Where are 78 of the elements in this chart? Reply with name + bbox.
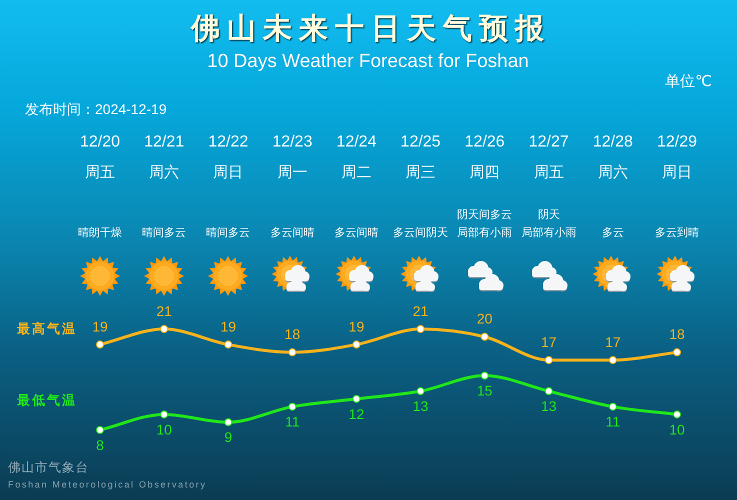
- point: [96, 340, 104, 349]
- data-label: 10: [156, 421, 172, 438]
- data-label: 19: [348, 318, 364, 334]
- text: 周四: [470, 164, 500, 182]
- text: 周五: [534, 164, 564, 182]
- point: [416, 387, 425, 396]
- point: [480, 372, 489, 380]
- x-tick-label: 12/27: [528, 133, 569, 150]
- text: 阴天局部有小雨: [521, 209, 576, 240]
- x-tick-label: 12/26: [464, 133, 505, 150]
- data-label: 20: [476, 310, 493, 327]
- point: [673, 410, 681, 418]
- text: 多云间晴: [270, 226, 314, 240]
- text: 周日: [213, 164, 244, 182]
- point: [224, 340, 232, 349]
- data-label: 13: [540, 398, 557, 414]
- chart-title: 佛山未来十日天气预报: [190, 13, 551, 45]
- point: [608, 402, 617, 411]
- point: [608, 356, 617, 364]
- text: 周五: [85, 164, 115, 182]
- text: 周三: [406, 164, 436, 182]
- data-label: 13: [412, 398, 429, 414]
- data-label: 9: [224, 429, 232, 446]
- text: 多云到晴: [655, 226, 699, 240]
- text: 多云: [602, 227, 624, 240]
- text: 周六: [149, 164, 180, 182]
- text: 晴间多云: [206, 226, 250, 240]
- x-tick-label: 12/21: [144, 133, 184, 150]
- x-tick-label: 12/29: [656, 133, 698, 150]
- point: [544, 356, 553, 364]
- text: 多云间晴: [334, 226, 378, 240]
- point: [544, 387, 553, 396]
- data-label: 18: [669, 326, 685, 342]
- text: 周二: [341, 164, 372, 182]
- data-label: 18: [284, 326, 300, 342]
- text: 最低气温: [16, 392, 77, 408]
- data-label: 17: [540, 334, 557, 350]
- point: [224, 418, 232, 426]
- data-label: 19: [92, 318, 108, 334]
- text: 佛山市气象台: [8, 460, 89, 474]
- point: [480, 332, 489, 341]
- point: [160, 410, 168, 418]
- data-label: 17: [605, 334, 621, 350]
- point: [352, 340, 360, 349]
- text: 发布时间：2024-12-19: [25, 100, 167, 117]
- text: 周六: [598, 164, 628, 182]
- data-label: 8: [96, 436, 104, 453]
- text: 晴间多云: [142, 226, 186, 240]
- data-label: 11: [606, 414, 620, 430]
- point: [673, 348, 681, 356]
- chart-subtitle: 10 Days Weather Forecast for Foshan: [207, 51, 529, 72]
- point: [288, 402, 296, 411]
- point: [96, 426, 104, 434]
- text: Foshan Meteorological Observatory: [8, 479, 207, 490]
- text: 周日: [662, 164, 692, 182]
- x-tick-label: 12/25: [400, 133, 441, 150]
- data-label: 12: [348, 406, 364, 422]
- x-tick-label: 12/23: [272, 133, 312, 150]
- data-label: 10: [669, 421, 685, 438]
- point: [160, 325, 168, 333]
- text: 阴天间多云局部有小雨: [457, 209, 512, 240]
- x-tick-label: 12/28: [592, 133, 634, 150]
- text: 晴朗干燥: [78, 226, 122, 240]
- data-label: 21: [412, 302, 429, 319]
- series-label: 最高气温: [16, 321, 77, 336]
- x-tick-label: 12/24: [336, 133, 377, 150]
- point: [288, 348, 296, 356]
- text: 单位℃: [665, 73, 712, 90]
- x-tick-label: 12/20: [80, 133, 120, 150]
- data-label: 19: [220, 318, 236, 334]
- point: [352, 394, 360, 403]
- text: 多云间阴天: [393, 227, 448, 240]
- point: [416, 325, 425, 333]
- x-tick-label: 12/22: [208, 133, 248, 150]
- data-label: 21: [156, 302, 172, 319]
- data-label: 15: [476, 382, 493, 398]
- text: 周一: [277, 164, 308, 182]
- data-label: 11: [285, 414, 300, 430]
